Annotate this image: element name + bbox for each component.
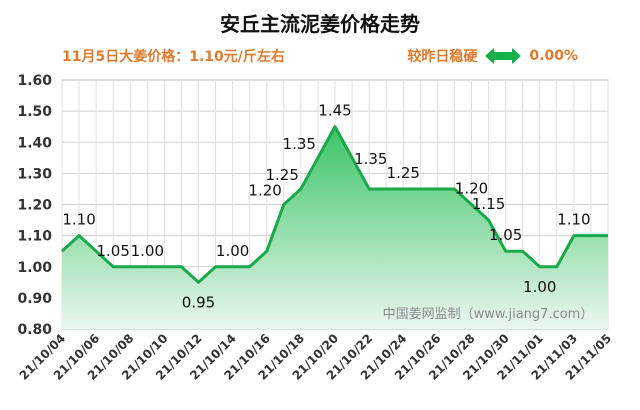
y-tick-label: 1.00 <box>17 260 52 276</box>
y-tick-label: 1.50 <box>17 104 52 120</box>
data-label: 1.35 <box>283 135 316 153</box>
series-area <box>62 126 608 329</box>
data-label: 1.05 <box>489 226 522 244</box>
watermark: 中国姜网监制（www.jiang7.com） <box>383 307 594 322</box>
data-label: 1.10 <box>557 211 590 229</box>
data-label: 1.15 <box>472 195 505 213</box>
y-tick-label: 1.10 <box>17 229 52 245</box>
data-label: 0.95 <box>182 293 215 311</box>
data-label: 1.00 <box>523 278 556 296</box>
data-label: 1.35 <box>354 150 387 168</box>
change-percent: 0.00% <box>529 48 578 64</box>
data-label: 1.00 <box>131 242 164 260</box>
trend-text: 较昨日稳硬 <box>407 49 478 65</box>
y-tick-label: 1.20 <box>17 198 52 214</box>
double-arrow-icon <box>485 48 522 64</box>
series-line <box>60 125 608 284</box>
y-tick-label: 1.60 <box>17 73 52 89</box>
y-tick-label: 0.80 <box>17 322 52 338</box>
chart-title: 安丘主流泥姜价格走势 <box>220 12 420 36</box>
trend-indicator: 较昨日稳硬 0.00% <box>407 46 578 66</box>
data-label: 1.05 <box>96 242 129 260</box>
y-tick-label: 1.30 <box>17 166 52 182</box>
data-label: 1.10 <box>62 211 95 229</box>
y-tick-label: 0.90 <box>17 291 52 307</box>
data-label: 1.00 <box>216 242 249 260</box>
data-label: 1.20 <box>455 180 488 198</box>
y-tick-label: 1.40 <box>17 135 52 151</box>
data-label: 1.20 <box>248 182 281 200</box>
data-label: 1.25 <box>265 166 298 184</box>
data-label: 1.25 <box>387 164 420 182</box>
price-note: 11月5日大姜价格：1.10元/斤左右 <box>62 49 285 65</box>
data-label: 1.45 <box>318 102 351 120</box>
